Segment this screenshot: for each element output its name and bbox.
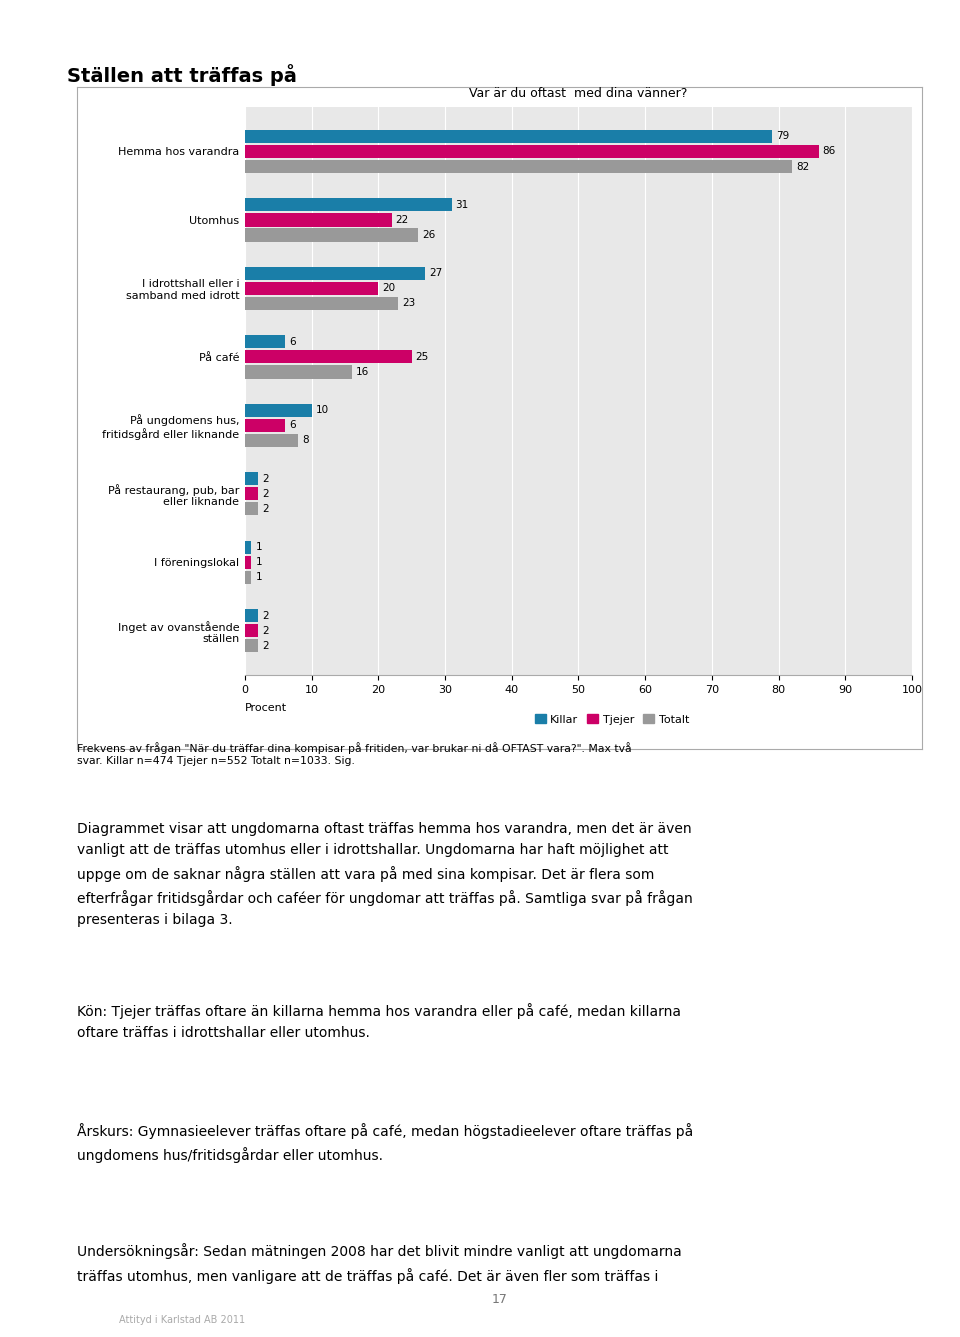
Text: Diagrammet visar att ungdomarna oftast träffas hemma hos varandra, men det är äv: Diagrammet visar att ungdomarna oftast t… (77, 822, 692, 928)
Bar (245, 487, 258, 500)
Bar (245, 503, 258, 516)
Text: 1: 1 (255, 558, 262, 567)
Bar (245, 571, 252, 584)
Text: 2: 2 (262, 504, 269, 513)
Text: 86: 86 (823, 147, 836, 156)
Text: Procent: Procent (245, 703, 287, 713)
Bar (245, 556, 252, 568)
Text: Årskurs: Gymnasieelever träffas oftare på café, medan högstadieelever oftare trä: Årskurs: Gymnasieelever träffas oftare p… (77, 1123, 693, 1163)
Text: 2: 2 (262, 473, 269, 484)
Text: Attityd i Karlstad AB 2011: Attityd i Karlstad AB 2011 (119, 1314, 245, 1325)
Title: Var är du oftast  med dina vänner?: Var är du oftast med dina vänner? (469, 87, 687, 100)
Text: Ställen att träffas på: Ställen att träffas på (67, 64, 297, 86)
Text: 20: 20 (382, 283, 396, 293)
Legend: Killar, Tjejer, Totalt: Killar, Tjejer, Totalt (530, 710, 693, 729)
Text: Kön: Tjejer träffas oftare än killarna hemma hos varandra eller på café, medan k: Kön: Tjejer träffas oftare än killarna h… (77, 1003, 681, 1040)
Bar (245, 404, 311, 417)
Text: 8: 8 (302, 436, 309, 445)
Bar (245, 198, 451, 211)
Text: 23: 23 (402, 298, 416, 309)
Bar (245, 229, 419, 242)
Bar (245, 160, 792, 174)
Bar (245, 624, 258, 638)
Text: 6: 6 (289, 420, 296, 431)
Text: UNGDOMSENKÄTEN LUPP KARLSTAD 2011: UNGDOMSENKÄTEN LUPP KARLSTAD 2011 (769, 8, 946, 16)
Text: Undersökningsår: Sedan mätningen 2008 har det blivit mindre vanligt att ungdomar: Undersökningsår: Sedan mätningen 2008 ha… (77, 1243, 682, 1284)
Text: 31: 31 (456, 199, 468, 210)
Text: 2: 2 (262, 640, 269, 651)
Bar (245, 540, 252, 554)
Bar (245, 297, 398, 310)
Text: 16: 16 (355, 366, 369, 377)
Bar (245, 282, 378, 295)
Bar (245, 266, 425, 279)
Text: FRITID: FRITID (910, 31, 946, 40)
Text: 6: 6 (289, 337, 296, 346)
Text: 17: 17 (492, 1293, 507, 1306)
Bar (245, 472, 258, 485)
Text: 26: 26 (422, 230, 436, 239)
Bar (245, 608, 258, 622)
Bar (245, 144, 819, 158)
Bar (245, 418, 285, 432)
Text: 82: 82 (796, 162, 809, 171)
Bar (245, 365, 351, 378)
Text: 22: 22 (396, 215, 409, 225)
Text: 1: 1 (255, 543, 262, 552)
Text: 2: 2 (262, 611, 269, 620)
Text: 79: 79 (776, 131, 789, 142)
Text: 10: 10 (316, 405, 328, 416)
Bar (245, 336, 285, 349)
Text: 27: 27 (429, 269, 443, 278)
Bar (245, 130, 772, 143)
Text: Frekvens av frågan "När du träffar dina kompisar på fritiden, var brukar ni då O: Frekvens av frågan "När du träffar dina … (77, 742, 632, 766)
Text: 2: 2 (262, 489, 269, 499)
Text: 25: 25 (416, 352, 429, 362)
Text: 1: 1 (255, 572, 262, 583)
Bar (245, 433, 299, 447)
Bar (245, 639, 258, 652)
Bar (245, 350, 412, 364)
Bar (245, 214, 392, 226)
Text: 2: 2 (262, 626, 269, 635)
